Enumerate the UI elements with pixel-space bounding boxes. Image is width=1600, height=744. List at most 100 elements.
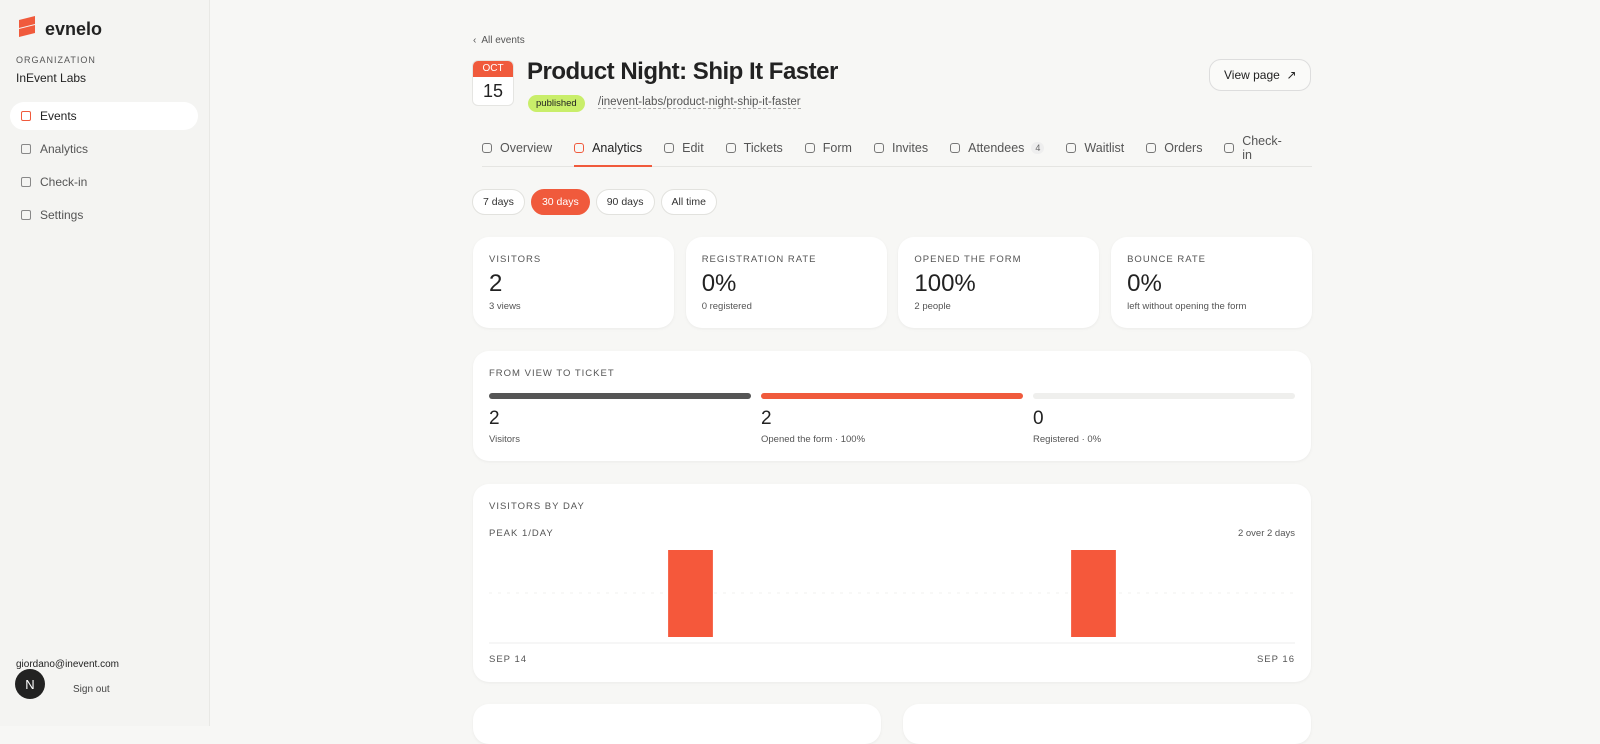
- range-pill[interactable]: 90 days: [595, 189, 655, 215]
- tab-label: Form: [822, 141, 852, 155]
- day-bar[interactable]: [668, 550, 713, 637]
- visitors-chart: [489, 550, 1295, 644]
- end-date: SEP 16: [1256, 654, 1295, 665]
- funnel-value: 0: [1033, 408, 1044, 429]
- brand: evnelo: [45, 19, 103, 39]
- avatar[interactable]: N: [15, 669, 45, 699]
- stat-sub: 0 registered: [701, 301, 752, 312]
- nav-icon: [21, 177, 31, 187]
- stat-sub: 3 views: [489, 301, 521, 312]
- stat-sub: left without opening the form: [1127, 301, 1247, 312]
- sidebar: evnelo ORGANIZATION InEvent Labs giordan…: [0, 0, 210, 726]
- start-date: SEP 14: [489, 654, 528, 665]
- day-bar[interactable]: [1071, 550, 1116, 637]
- month: OCT: [473, 61, 513, 77]
- stat-value: 0%: [701, 270, 737, 297]
- tab-icon: [804, 143, 815, 153]
- nav-icon: [21, 210, 31, 220]
- tab[interactable]: Invites: [873, 130, 929, 166]
- tab-icon: [725, 143, 736, 153]
- tab[interactable]: Analytics: [574, 130, 653, 167]
- tab[interactable]: Tickets: [725, 130, 783, 166]
- range-pill[interactable]: All time: [660, 189, 717, 215]
- nav-item[interactable]: Analytics: [10, 135, 198, 163]
- tab-label: Attendees: [968, 141, 1025, 155]
- org-name: InEvent Labs: [16, 71, 87, 85]
- tab[interactable]: Attendees 4: [950, 130, 1045, 166]
- tab-icon: [574, 143, 585, 153]
- tab[interactable]: Waitlist: [1066, 130, 1124, 166]
- tab-icon: [873, 143, 884, 153]
- funnel-bar: [761, 393, 1023, 399]
- view-page-label: View page: [1224, 68, 1280, 82]
- funnel-card: FROM VIEW TO TICKET 2 Visitors 2 Opened the…: [473, 351, 1311, 461]
- tab-bar: Overview Analytics Edit Tickets Form Invites A…: [482, 130, 1312, 167]
- event-title: Product Night: Ship It Faster: [527, 58, 838, 85]
- summary: 2 over 2 days: [1237, 528, 1295, 539]
- slug[interactable]: /inevent-labs/product-night-ship-it-fast…: [598, 96, 801, 109]
- org-label: ORGANIZATION: [16, 55, 96, 65]
- tab-label: Tickets: [743, 141, 783, 155]
- tab-label: Edit: [682, 141, 704, 155]
- range-pill[interactable]: 30 days: [530, 189, 590, 215]
- stat-card: BOUNCE RATE 0% left without opening the fo…: [1111, 237, 1313, 328]
- stat-card: VISITORS 2 3 views: [473, 237, 674, 328]
- tab-count: 4: [1031, 142, 1045, 154]
- tab[interactable]: Orders: [1146, 130, 1202, 166]
- back-label: All events: [481, 35, 525, 46]
- status-badge: published: [528, 95, 585, 112]
- tab-icon: [664, 143, 675, 153]
- tab[interactable]: Form: [804, 130, 852, 166]
- funnel-title: FROM VIEW TO TICKET: [489, 368, 615, 379]
- tab[interactable]: Check-in: [1224, 130, 1290, 166]
- tab-label: Waitlist: [1084, 141, 1125, 155]
- stat-value: 2: [489, 270, 503, 297]
- user-email: giordano@inevent.com: [16, 659, 119, 670]
- card-partial: [473, 704, 881, 744]
- visitors-title: VISITORS BY DAY: [489, 501, 585, 512]
- funnel-bar: [489, 393, 751, 399]
- tab-label: Invites: [891, 141, 929, 155]
- peak: PEAK 1/DAY: [489, 528, 554, 539]
- funnel-value: 2: [489, 408, 500, 429]
- tab-icon: [1066, 143, 1077, 153]
- tab[interactable]: Edit: [664, 130, 704, 166]
- tab-label: Orders: [1164, 141, 1203, 155]
- funnel-value: 2: [761, 408, 772, 429]
- stat-value: 100%: [914, 270, 976, 297]
- stat-label: VISITORS: [489, 254, 542, 265]
- nav-label: Check-in: [40, 175, 88, 189]
- nav-icon: [21, 144, 31, 154]
- nav-label: Events: [40, 109, 77, 123]
- funnel-label: Registered · 0%: [1033, 434, 1102, 445]
- range-pill[interactable]: 7 days: [472, 189, 525, 215]
- stat-card: REGISTRATION RATE 0% 0 registered: [685, 237, 887, 328]
- nav-item[interactable]: Events: [10, 102, 198, 130]
- funnel-label: Visitors: [489, 434, 520, 445]
- logo: [19, 16, 35, 37]
- tab-icon: [482, 143, 492, 153]
- card-partial: [903, 704, 1311, 744]
- tab-label: Overview: [500, 141, 553, 155]
- range-selector: 7 days 30 days 90 days All time: [472, 189, 723, 215]
- date-badge: OCT 15: [472, 60, 514, 106]
- stat-label: OPENED THE FORM: [914, 254, 1022, 265]
- tab-icon: [1224, 143, 1235, 153]
- sign-out[interactable]: Sign out: [59, 684, 110, 695]
- sign-out-label: Sign out: [73, 684, 110, 695]
- back-link[interactable]: ‹ All events: [473, 35, 525, 46]
- nav-label: Settings: [40, 208, 84, 222]
- tab[interactable]: Overview: [482, 130, 552, 166]
- page: evnelo ORGANIZATION InEvent Labs giordan…: [0, 0, 1313, 726]
- tab-icon: [950, 143, 961, 153]
- tab-icon: [1146, 143, 1157, 153]
- nav-item[interactable]: Settings: [10, 201, 198, 229]
- nav-item[interactable]: Check-in: [10, 168, 198, 196]
- day: 15: [482, 81, 504, 101]
- stat-sub: 2 people: [914, 301, 951, 312]
- nav-label: Analytics: [40, 142, 89, 156]
- funnel-label: Opened the form · 100%: [761, 434, 866, 445]
- view-page-button[interactable]: View page ↗: [1209, 59, 1311, 91]
- visitors-card: VISITORS BY DAY PEAK 1/DAY 2 over 2 days…: [473, 484, 1311, 682]
- stat-card: OPENED THE FORM 100% 2 people: [898, 237, 1100, 328]
